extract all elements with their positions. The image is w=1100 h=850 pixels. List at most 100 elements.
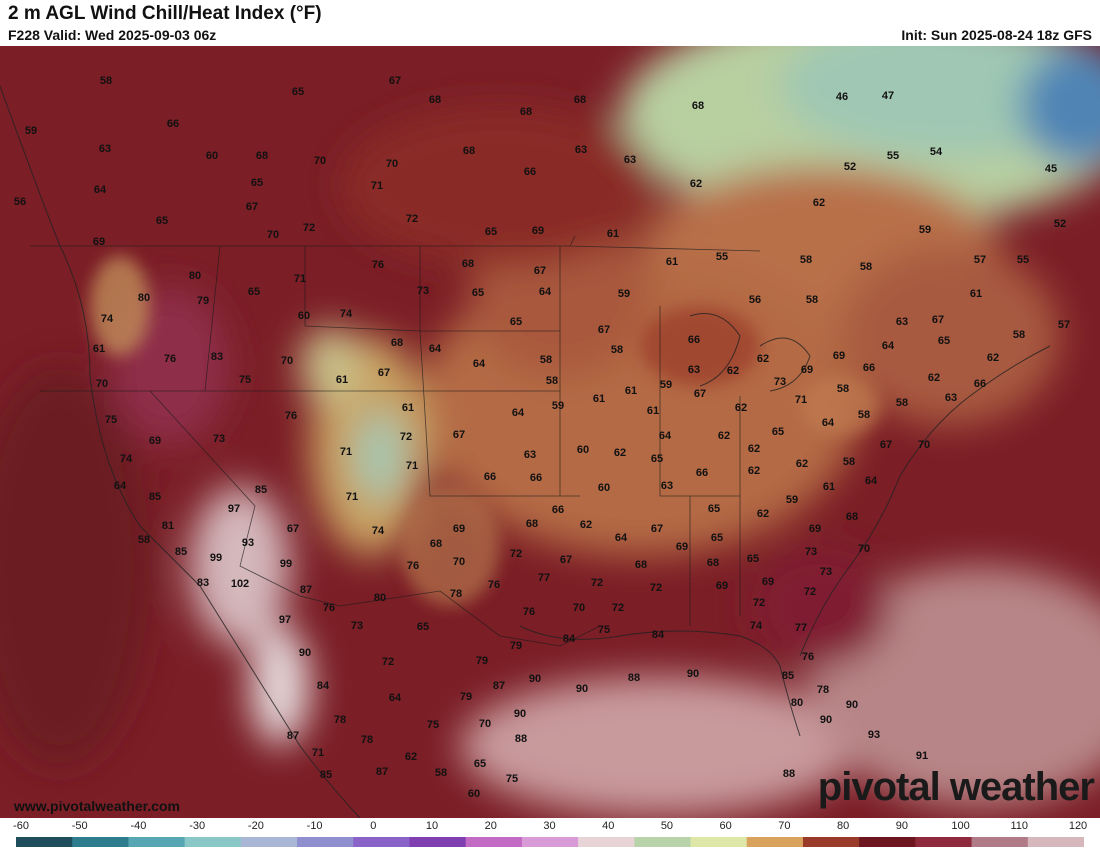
temperature-value: 58 xyxy=(836,383,850,395)
temperature-value: 76 xyxy=(163,353,177,365)
color-scale-segment xyxy=(1027,837,1084,847)
color-scale-segment xyxy=(634,837,692,847)
temperature-value: 76 xyxy=(284,410,298,422)
temperature-value: 55 xyxy=(1016,254,1030,266)
temperature-value: 62 xyxy=(756,508,770,520)
temperature-value: 62 xyxy=(404,751,418,763)
temperature-value: 57 xyxy=(1057,319,1071,331)
temperature-value: 67 xyxy=(245,201,259,213)
temperature-value: 65 xyxy=(710,532,724,544)
temperature-value: 58 xyxy=(799,254,813,266)
temperature-value: 77 xyxy=(537,572,551,584)
temperature-value: 58 xyxy=(610,344,624,356)
temperature-value: 76 xyxy=(801,651,815,663)
temperature-value: 85 xyxy=(174,546,188,558)
color-scale-tick: 60 xyxy=(719,820,732,832)
temperature-value: 73 xyxy=(804,546,818,558)
temperature-value: 78 xyxy=(816,684,830,696)
temperature-value: 74 xyxy=(749,620,763,632)
temperature-value: 88 xyxy=(514,733,528,745)
temperature-value: 75 xyxy=(505,773,519,785)
temperature-value: 70 xyxy=(385,158,399,170)
temperature-value: 85 xyxy=(319,769,333,781)
temperature-value: 76 xyxy=(487,579,501,591)
color-scale-segment xyxy=(184,837,242,847)
temperature-value: 68 xyxy=(525,518,539,530)
temperature-value: 69 xyxy=(800,364,814,376)
temperature-value: 66 xyxy=(483,471,497,483)
color-scale-tick: 90 xyxy=(895,820,908,832)
map-header: 2 m AGL Wind Chill/Heat Index (°F) F228 … xyxy=(0,0,1100,46)
temperature-value: 64 xyxy=(881,340,895,352)
temperature-value: 52 xyxy=(843,161,857,173)
temperature-value: 70 xyxy=(857,543,871,555)
color-scale-segment xyxy=(915,837,973,847)
temperature-value: 69 xyxy=(92,236,106,248)
temperature-value: 73 xyxy=(212,433,226,445)
temperature-value: 76 xyxy=(371,259,385,271)
temperature-value: 85 xyxy=(148,491,162,503)
color-scale-segment xyxy=(409,837,467,847)
temperature-value: 79 xyxy=(509,640,523,652)
temperature-value: 52 xyxy=(1053,218,1067,230)
temperature-value: 65 xyxy=(746,553,760,565)
temperature-value: 85 xyxy=(254,484,268,496)
temperature-value: 79 xyxy=(475,655,489,667)
color-scale-segment xyxy=(72,837,130,847)
temperature-value: 71 xyxy=(311,747,325,759)
temperature-value: 70 xyxy=(313,155,327,167)
site-url: www.pivotalweather.com xyxy=(14,798,180,814)
temperature-value: 78 xyxy=(360,734,374,746)
temperature-value: 90 xyxy=(845,699,859,711)
temperature-value: 65 xyxy=(471,287,485,299)
temperature-value: 64 xyxy=(428,343,442,355)
temperature-value: 67 xyxy=(388,75,402,87)
temperature-value: 59 xyxy=(24,125,38,137)
color-scale-tick: 120 xyxy=(1068,820,1088,832)
temperature-value: 70 xyxy=(280,355,294,367)
temperature-value: 68 xyxy=(462,145,476,157)
temperature-value: 68 xyxy=(255,150,269,162)
temperature-value: 102 xyxy=(230,578,250,590)
temperature-value: 62 xyxy=(717,430,731,442)
temperature-value: 63 xyxy=(660,480,674,492)
valid-time: F228 Valid: Wed 2025-09-03 06z xyxy=(8,27,217,43)
temperature-value: 72 xyxy=(752,597,766,609)
temperature-value: 54 xyxy=(929,146,943,158)
temperature-value: 69 xyxy=(832,350,846,362)
temperature-value: 63 xyxy=(623,154,637,166)
color-scale-segment xyxy=(353,837,411,847)
color-scale-segment xyxy=(465,837,523,847)
temperature-value: 73 xyxy=(819,566,833,578)
temperature-value: 63 xyxy=(523,449,537,461)
temperature-value: 75 xyxy=(597,624,611,636)
temperature-value: 74 xyxy=(339,308,353,320)
temperature-value: 90 xyxy=(298,647,312,659)
temperature-value: 99 xyxy=(209,552,223,564)
temperature-value: 68 xyxy=(461,258,475,270)
temperature-value: 80 xyxy=(188,270,202,282)
temperature-value: 45 xyxy=(1044,163,1058,175)
temperature-value: 62 xyxy=(747,443,761,455)
temperature-value: 69 xyxy=(808,523,822,535)
temperature-value: 58 xyxy=(895,397,909,409)
color-scale-segment xyxy=(690,837,748,847)
temperature-value: 60 xyxy=(205,150,219,162)
temperature-value: 85 xyxy=(781,670,795,682)
temperature-value: 65 xyxy=(650,453,664,465)
color-scale-tick: 10 xyxy=(425,820,439,832)
temperature-value: 58 xyxy=(842,456,856,468)
temperature-value: 61 xyxy=(92,343,106,355)
color-scale-tick: 70 xyxy=(778,820,791,832)
temperature-value: 71 xyxy=(405,460,419,472)
color-scale-tick: -40 xyxy=(130,820,147,832)
temperature-value: 65 xyxy=(771,426,785,438)
temperature-value: 69 xyxy=(715,580,729,592)
temperature-value: 67 xyxy=(879,439,893,451)
temperature-value: 88 xyxy=(782,768,796,780)
temperature-value: 62 xyxy=(756,353,770,365)
temperature-value: 69 xyxy=(675,541,689,553)
temperature-value: 80 xyxy=(137,292,151,304)
weather-map: 58 67 65 68 68 68 68 66 59 63 60 68 70 70 68 63 63 66 65 71… xyxy=(0,46,1100,818)
temperature-value: 61 xyxy=(624,385,638,397)
